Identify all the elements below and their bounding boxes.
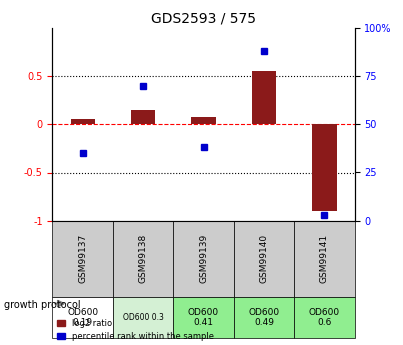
Text: GSM99140: GSM99140 — [260, 234, 268, 283]
Bar — [252, 71, 276, 124]
Text: GSM99139: GSM99139 — [199, 234, 208, 283]
Bar — [71, 119, 95, 124]
Bar — [294, 297, 355, 338]
Bar — [52, 297, 113, 338]
Bar — [113, 221, 173, 297]
Bar — [173, 297, 234, 338]
Text: OD600
0.49: OD600 0.49 — [248, 308, 280, 327]
Bar — [294, 221, 355, 297]
Text: OD600
0.6: OD600 0.6 — [309, 308, 340, 327]
Bar — [234, 221, 294, 297]
Bar — [173, 221, 234, 297]
Text: growth protocol: growth protocol — [4, 300, 81, 310]
Title: GDS2593 / 575: GDS2593 / 575 — [151, 11, 256, 25]
Text: GSM99141: GSM99141 — [320, 234, 329, 283]
Text: GSM99138: GSM99138 — [139, 234, 147, 283]
Bar — [312, 124, 337, 211]
Bar — [113, 297, 173, 338]
Bar — [191, 117, 216, 124]
Legend: log2 ratio, percentile rank within the sample: log2 ratio, percentile rank within the s… — [56, 319, 214, 341]
Bar — [234, 297, 294, 338]
Text: GSM99137: GSM99137 — [78, 234, 87, 283]
Bar — [131, 110, 155, 124]
Text: OD600
0.41: OD600 0.41 — [188, 308, 219, 327]
Text: OD600 0.3: OD600 0.3 — [123, 313, 164, 322]
Text: OD600
0.19: OD600 0.19 — [67, 308, 98, 327]
Bar — [52, 221, 113, 297]
